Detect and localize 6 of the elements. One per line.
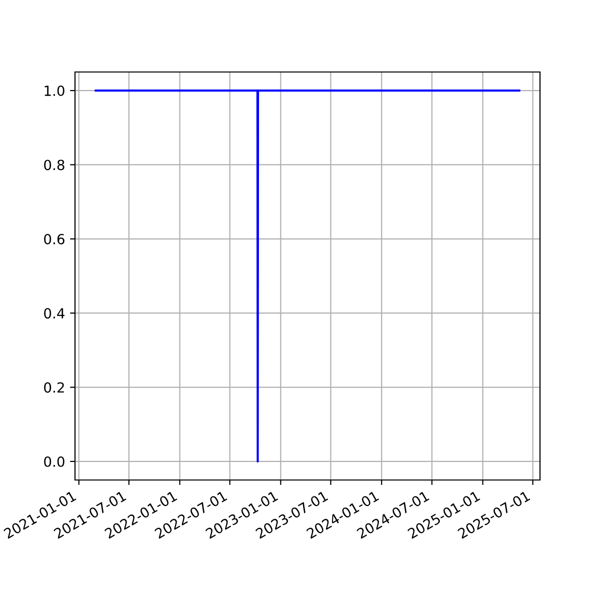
y-tick-label: 0.6: [44, 234, 64, 244]
y-tick-label: 0.8: [44, 160, 64, 170]
y-tick-label: 1.0: [44, 86, 64, 96]
y-tick-label: 0.4: [44, 308, 64, 319]
y-tick-label: 0.0: [44, 456, 64, 467]
y-tick-label: 0.2: [44, 382, 64, 393]
